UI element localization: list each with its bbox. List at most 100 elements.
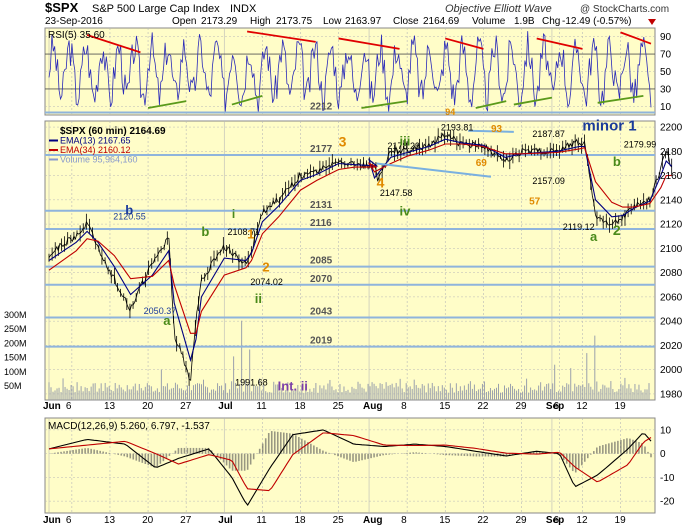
macd-label: MACD(12,26,9) 5.260, 6.797, -1.537 <box>48 421 210 432</box>
trend-line <box>376 162 492 178</box>
volume-tick-label: 150M <box>4 353 27 363</box>
price-tick-label: 2060 <box>660 292 683 303</box>
x-tick-label: 11 <box>256 515 267 526</box>
trend-line <box>468 129 514 133</box>
date: 23-Sep-2016 <box>45 16 103 27</box>
rsi-tick-label: 10 <box>660 102 672 113</box>
watermark: Objective Elliott Wave <box>445 3 552 15</box>
x-tick-label: 27 <box>180 401 192 412</box>
wave-label: b <box>613 154 621 169</box>
x-tick-label: 29 <box>515 515 527 526</box>
price-tick-label: 2120 <box>660 220 683 231</box>
x-tick-label: 20 <box>142 515 154 526</box>
volume-tick-label: 200M <box>4 338 27 348</box>
wave-label: iv <box>400 204 412 219</box>
rsi-support-line <box>147 100 187 109</box>
rsi-tick-label: 30 <box>660 84 672 95</box>
x-tick-label: Aug <box>363 515 382 526</box>
volume-label: Volume <box>472 16 506 27</box>
x-tick-label: 25 <box>333 401 345 412</box>
x-tick-label: 22 <box>477 515 489 526</box>
wave-label: 4 <box>377 175 385 191</box>
pivot-label: 2070 <box>310 274 333 285</box>
rsi-divergence-line <box>86 34 141 54</box>
high-value: 2173.75 <box>276 16 313 27</box>
x-tick-label: 11 <box>256 401 267 412</box>
wave-label: 3 <box>339 133 347 149</box>
price-annotation: 2179.99 <box>624 140 657 150</box>
price-tick-label: 2100 <box>660 244 683 255</box>
volume-tick-label: 50M <box>4 381 22 391</box>
rsi-label: RSI(5) 35.60 <box>48 30 105 41</box>
price-tick-label: 2020 <box>660 341 683 352</box>
pivot-label: 2212 <box>310 102 333 113</box>
x-tick-label: 13 <box>104 401 116 412</box>
label-layer: 2120.55 2050.37 2108.71 2074.02 1991.68 2178.… <box>113 107 656 393</box>
volume-layer <box>48 320 650 400</box>
chart-header: $SPX S&P 500 Large Cap Index INDX Object… <box>45 0 669 27</box>
price-annotation: 1991.68 <box>235 377 268 387</box>
pivot-label: 2043 <box>310 307 333 318</box>
wave-label: a <box>163 313 171 328</box>
x-tick-label: 19 <box>615 401 627 412</box>
x-tick-label: 12 <box>576 515 588 526</box>
price-annotation: 2193.81 <box>441 123 474 133</box>
rsi-layer <box>48 30 652 113</box>
macd-tick-label: -20 <box>660 497 675 508</box>
macd-layer <box>48 429 652 506</box>
x-tick-label: 6 <box>66 401 72 412</box>
high-label: High <box>250 16 271 27</box>
legend-entry: Volume 95,964,160 <box>60 155 138 165</box>
symbol: $SPX <box>45 0 79 15</box>
rsi-support-line <box>513 96 553 106</box>
x-tick-label: 15 <box>439 515 451 526</box>
macd-tick-label: -10 <box>660 473 675 484</box>
rsi-tick-label: 50 <box>660 67 672 78</box>
rsi-line <box>48 31 652 113</box>
chg-label: Chg <box>542 16 560 27</box>
wave-label: Int. ii <box>278 378 308 393</box>
pivot-label: 2116 <box>310 218 332 229</box>
wave-label: i <box>232 207 235 221</box>
wave-label: ii <box>255 291 262 306</box>
wave-label: 57 <box>529 197 541 208</box>
x-tick-label: Sep <box>546 515 564 526</box>
x-tick-label: 18 <box>294 401 306 412</box>
close-value: 2164.69 <box>423 16 460 27</box>
macd-tick-label: 0 <box>660 449 666 460</box>
macd-signal-line <box>48 432 652 492</box>
legend-entry: $SPX (60 min) 2164.69 <box>60 126 166 137</box>
price-annotation: 2119.12 <box>563 222 595 232</box>
price-tick-label: 2040 <box>660 317 683 328</box>
rsi-divergence-line <box>620 31 652 45</box>
wave-label: b <box>125 202 133 217</box>
rsi-tick-label: 90 <box>660 32 672 43</box>
price-annotation: 2147.58 <box>380 188 413 198</box>
x-tick-label: 22 <box>477 401 489 412</box>
wave-label: minor 1 <box>582 118 636 135</box>
x-tick-label: 12 <box>576 401 588 412</box>
legend-entry: EMA(13) 2167.65 <box>60 136 131 146</box>
rsi-divergence-line <box>445 37 484 50</box>
rsi-support-line <box>231 94 263 106</box>
x-tick-label: 6 <box>66 515 72 526</box>
x-tick-label: 15 <box>439 401 451 412</box>
legend-entry: EMA(34) 2160.12 <box>60 145 131 155</box>
wave-label: 2 <box>613 222 621 238</box>
rsi-divergence-line <box>338 37 400 50</box>
price-tick-label: 2200 <box>660 123 683 134</box>
open-label: Open <box>172 16 196 27</box>
rsi-support-line <box>361 100 408 109</box>
price-tick-label: 2140 <box>660 195 683 206</box>
x-tick-label: 6 <box>554 401 560 412</box>
low-value: 2163.97 <box>345 16 382 27</box>
x-tick-label: 27 <box>180 515 192 526</box>
x-tick-label: 18 <box>294 515 306 526</box>
volume-value: 1.9B <box>514 16 535 27</box>
x-tick-label: 8 <box>401 401 407 412</box>
x-tick-label: 29 <box>515 401 527 412</box>
price-tick-label: 1980 <box>660 389 683 400</box>
wave-label: 2 <box>262 259 269 274</box>
x-tick-label: Jul <box>218 515 233 526</box>
